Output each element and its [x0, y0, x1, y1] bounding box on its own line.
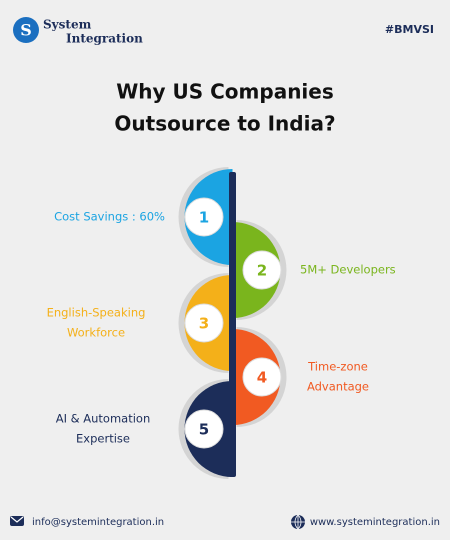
item-label: Advantage — [307, 380, 369, 394]
item-label: Expertise — [76, 432, 130, 446]
items: 1 Cost Savings : 60% 2 5M+ Developers 3 Engli… — [47, 167, 396, 479]
number: 3 — [199, 315, 209, 333]
logo-text: Integration — [66, 32, 143, 46]
title: Why US Companies — [116, 80, 334, 104]
logo-text: System — [43, 18, 92, 32]
item-label: Time-zone — [307, 360, 368, 374]
email: info@systemintegration.in — [32, 517, 164, 528]
number: 2 — [257, 262, 267, 280]
logo: S System Integration — [13, 17, 143, 46]
logo-letter: S — [20, 21, 32, 40]
number-circle — [242, 250, 282, 290]
number: 4 — [257, 369, 267, 387]
item-label: AI & Automation — [56, 412, 151, 426]
number: 5 — [199, 421, 209, 439]
footer: info@systemintegration.in www.systeminte… — [10, 514, 440, 530]
item-label: Cost Savings : 60% — [54, 210, 165, 224]
item-label: 5M+ Developers — [300, 263, 396, 277]
number-circle — [184, 303, 224, 343]
item-label: Workforce — [67, 326, 125, 340]
globe-lines — [291, 514, 305, 530]
item-label: English-Speaking — [47, 306, 146, 320]
hashtag: #BMVSI — [385, 23, 434, 36]
title: Outsource to India? — [114, 112, 335, 136]
number-circle — [242, 357, 282, 397]
number: 1 — [199, 209, 209, 227]
number-circle — [184, 197, 224, 237]
website: www.systemintegration.in — [310, 517, 440, 528]
number-circle — [184, 409, 224, 449]
email-icon-flap — [10, 516, 24, 523]
center-bar — [229, 172, 236, 477]
logo-mark — [13, 17, 39, 43]
